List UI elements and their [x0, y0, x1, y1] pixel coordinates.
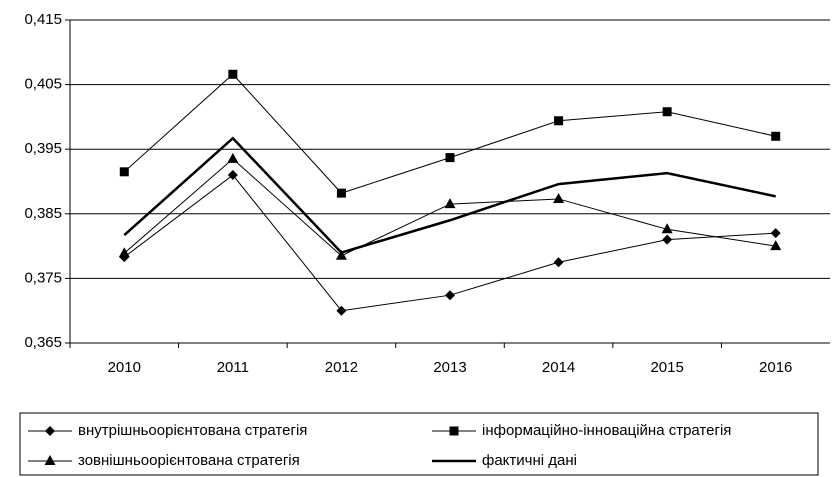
y-tick-label: 0,385	[24, 205, 62, 222]
marker	[444, 198, 456, 209]
y-tick-label: 0,405	[24, 76, 62, 93]
legend-label: внутрішньоорієнтована стратегія	[78, 422, 307, 439]
marker	[771, 131, 781, 141]
marker	[44, 455, 56, 465]
y-tick-label: 0,395	[24, 140, 62, 157]
legend-label: зовнішньоорієнтована стратегія	[78, 452, 300, 469]
marker	[553, 192, 565, 203]
y-tick-label: 0,375	[24, 269, 62, 286]
marker	[445, 290, 455, 301]
marker	[118, 247, 130, 258]
marker	[119, 167, 129, 177]
marker	[45, 426, 55, 436]
marker	[227, 152, 239, 163]
x-tick-label: 2016	[759, 359, 792, 376]
y-tick-label: 0,415	[24, 11, 62, 28]
marker	[661, 223, 673, 234]
x-tick-label: 2011	[217, 359, 249, 376]
x-tick-label: 2013	[433, 359, 466, 376]
x-tick-label: 2015	[650, 359, 683, 376]
x-tick-label: 2012	[325, 359, 358, 376]
marker	[770, 240, 782, 251]
x-tick-label: 2014	[542, 359, 575, 376]
marker	[227, 170, 238, 181]
legend-label: інформаційно-інноваційна стратегія	[482, 422, 731, 439]
marker	[770, 228, 781, 239]
marker	[228, 69, 238, 79]
marker	[662, 234, 673, 245]
marker	[336, 305, 347, 316]
series-line	[123, 136, 776, 254]
y-tick-label: 0,365	[24, 334, 62, 351]
marker	[662, 107, 672, 117]
marker	[554, 116, 564, 126]
marker	[553, 257, 564, 268]
legend-box	[19, 412, 819, 476]
x-tick-label: 2010	[108, 359, 141, 376]
legend-label: фактичні дані	[482, 452, 577, 469]
marker	[336, 188, 346, 198]
marker	[445, 153, 455, 163]
marker	[335, 249, 347, 260]
marker	[449, 426, 459, 436]
